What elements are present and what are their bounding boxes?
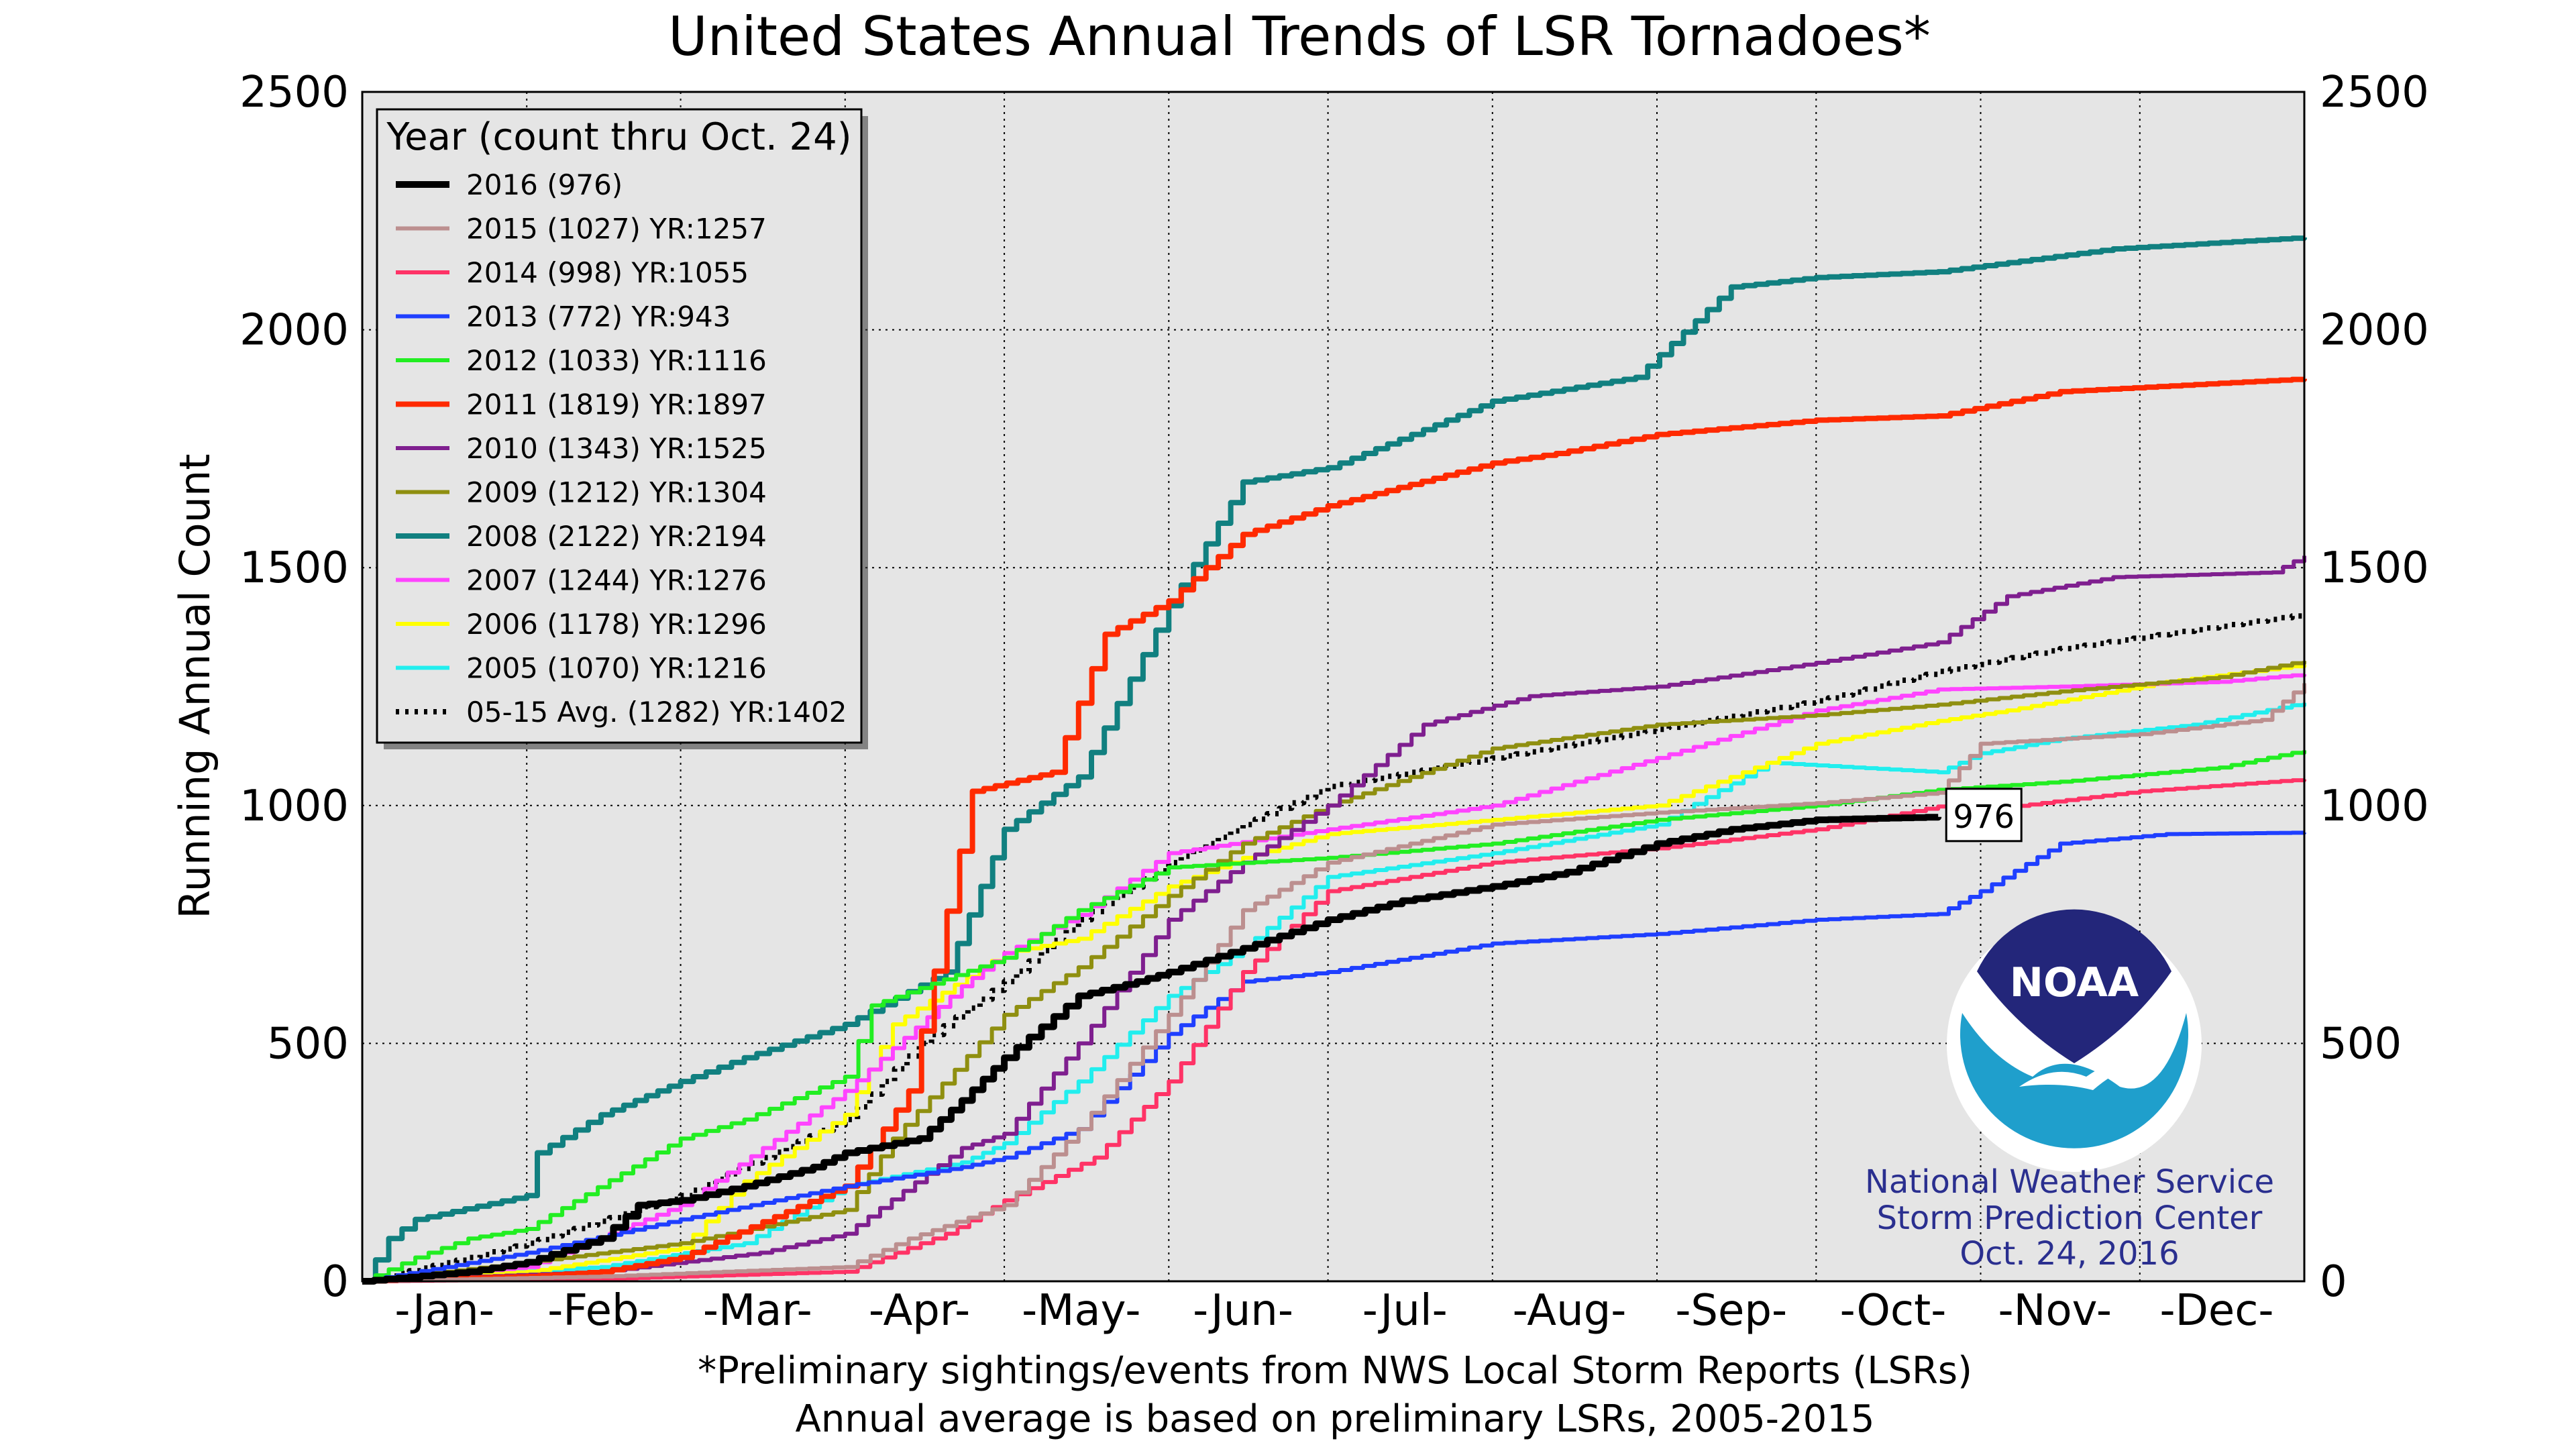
y-tick-label-left: 2000 bbox=[239, 306, 349, 356]
y-tick-label-right: 500 bbox=[2320, 1019, 2402, 1069]
series-line-2013-772-yr-943 bbox=[362, 830, 2306, 1283]
x-tick-label-apr: -Apr- bbox=[869, 1286, 970, 1336]
legend-label-2009-1212-yr-1304: 2009 (1212) YR:1304 bbox=[466, 476, 767, 509]
annotation-box bbox=[1945, 788, 2023, 843]
y-tick-label-left: 1000 bbox=[239, 782, 349, 831]
legend-label-2007-1244-yr-1276: 2007 (1244) YR:1276 bbox=[466, 564, 767, 597]
series-line-2010-1343-yr-1525 bbox=[362, 555, 2306, 1283]
x-tick-label-jun: -Jun- bbox=[1193, 1286, 1293, 1336]
legend-label-2012-1033-yr-1116: 2012 (1033) YR:1116 bbox=[466, 344, 767, 377]
x-tick-label-dec: -Dec- bbox=[2159, 1286, 2273, 1336]
series-line-2008-2122-yr-2194 bbox=[362, 235, 2307, 1284]
series-line-2006-1178-yr-1296 bbox=[362, 664, 2306, 1283]
legend-label-2014-998-yr-1055: 2014 (998) YR:1055 bbox=[466, 256, 749, 289]
series-line-2007-1244-yr-1276 bbox=[362, 673, 2306, 1283]
legend-label-2015-1027-yr-1257: 2015 (1027) YR:1257 bbox=[466, 213, 767, 246]
legend-label-05-15-avg-1282-yr-1402: 05-15 Avg. (1282) YR:1402 bbox=[466, 696, 847, 729]
y-tick-label-left: 500 bbox=[267, 1019, 349, 1069]
series-line-2015-1027-yr-1257 bbox=[362, 683, 2306, 1283]
noaa-logo-text: NOAA bbox=[2010, 959, 2139, 1006]
x-tick-label-nov: -Nov- bbox=[1998, 1286, 2112, 1336]
footnote-2: Annual average is based on preliminary L… bbox=[796, 1397, 1875, 1441]
credit-line-1: National Weather Service bbox=[1865, 1163, 2274, 1201]
legend-title: Year (count thru Oct. 24) bbox=[386, 115, 851, 159]
chart-title: United States Annual Trends of LSR Torna… bbox=[668, 5, 1931, 68]
x-tick-label-mar: -Mar- bbox=[703, 1286, 812, 1336]
y-tick-label-left: 0 bbox=[321, 1257, 349, 1307]
credit-line-2: Storm Prediction Center bbox=[1877, 1199, 2263, 1237]
credit-line-3: Oct. 24, 2016 bbox=[1960, 1235, 2179, 1273]
x-tick-label-jul: -Jul- bbox=[1362, 1286, 1448, 1336]
series-line-05-15-avg-1282-yr-1402 bbox=[362, 613, 2307, 1284]
legend-entries: 2016 (976) 2015 (1027) YR:1257 2014 (998) … bbox=[396, 168, 847, 729]
plot-frame bbox=[361, 91, 2306, 1283]
noaa-logo: NOAA bbox=[1947, 909, 2202, 1172]
legend-label-2005-1070-yr-1216: 2005 (1070) YR:1216 bbox=[466, 652, 767, 685]
y-tick-label-right: 1000 bbox=[2320, 782, 2429, 831]
x-tick-label-jan: -Jan- bbox=[394, 1286, 494, 1336]
y-axis-label: Running Annual Count bbox=[170, 453, 219, 918]
y-tick-label-right: 2000 bbox=[2320, 306, 2429, 356]
y-tick-label-left: 1500 bbox=[239, 543, 349, 593]
legend-box bbox=[376, 108, 863, 744]
x-ticks: -Jan- -Feb- -Mar- -Apr- -May- -Jun- -Jul- -Aug-… bbox=[394, 1286, 2273, 1336]
annotation-976: 976 bbox=[1945, 788, 2023, 843]
legend-label-2011-1819-yr-1897: 2011 (1819) YR:1897 bbox=[466, 388, 767, 421]
y-tick-label-right: 2500 bbox=[2320, 68, 2429, 117]
series-line-2011-1819-yr-1897 bbox=[362, 376, 2307, 1284]
legend-label-2013-772-yr-943: 2013 (772) YR:943 bbox=[466, 301, 731, 333]
legend-label-2010-1343-yr-1525: 2010 (1343) YR:1525 bbox=[466, 432, 767, 465]
noaa-logo-top bbox=[1977, 909, 2171, 1063]
legend-label-2006-1178-yr-1296: 2006 (1178) YR:1296 bbox=[466, 608, 767, 641]
noaa-logo-gull bbox=[2019, 1060, 2147, 1090]
series-lines bbox=[362, 235, 2307, 1285]
legend-label-2016-976: 2016 (976) bbox=[466, 168, 623, 201]
x-tick-label-sep: -Sep- bbox=[1675, 1286, 1787, 1336]
legend: Year (count thru Oct. 24) 2016 (976) 2015… bbox=[376, 108, 868, 749]
x-tick-label-oct: -Oct- bbox=[1840, 1286, 1947, 1336]
y-ticks-right: 0 500 1000 1500 2000 2500 bbox=[2320, 68, 2429, 1307]
annotation-label: 976 bbox=[1953, 798, 2015, 836]
x-tick-label-aug: -Aug- bbox=[1513, 1286, 1627, 1336]
x-tick-label-feb: -Feb- bbox=[547, 1286, 655, 1336]
x-tick-label-may: -May- bbox=[1022, 1286, 1140, 1336]
legend-label-2008-2122-yr-2194: 2008 (2122) YR:2194 bbox=[466, 520, 767, 553]
y-tick-label-right: 1500 bbox=[2320, 543, 2429, 593]
y-tick-label-left: 2500 bbox=[239, 68, 349, 117]
series-line-2016-976 bbox=[362, 814, 1942, 1285]
y-ticks-left: 0 500 1000 1500 2000 2500 bbox=[239, 68, 349, 1307]
footnote-1: *Preliminary sightings/events from NWS L… bbox=[698, 1349, 1972, 1393]
y-tick-label-right: 0 bbox=[2320, 1257, 2347, 1307]
